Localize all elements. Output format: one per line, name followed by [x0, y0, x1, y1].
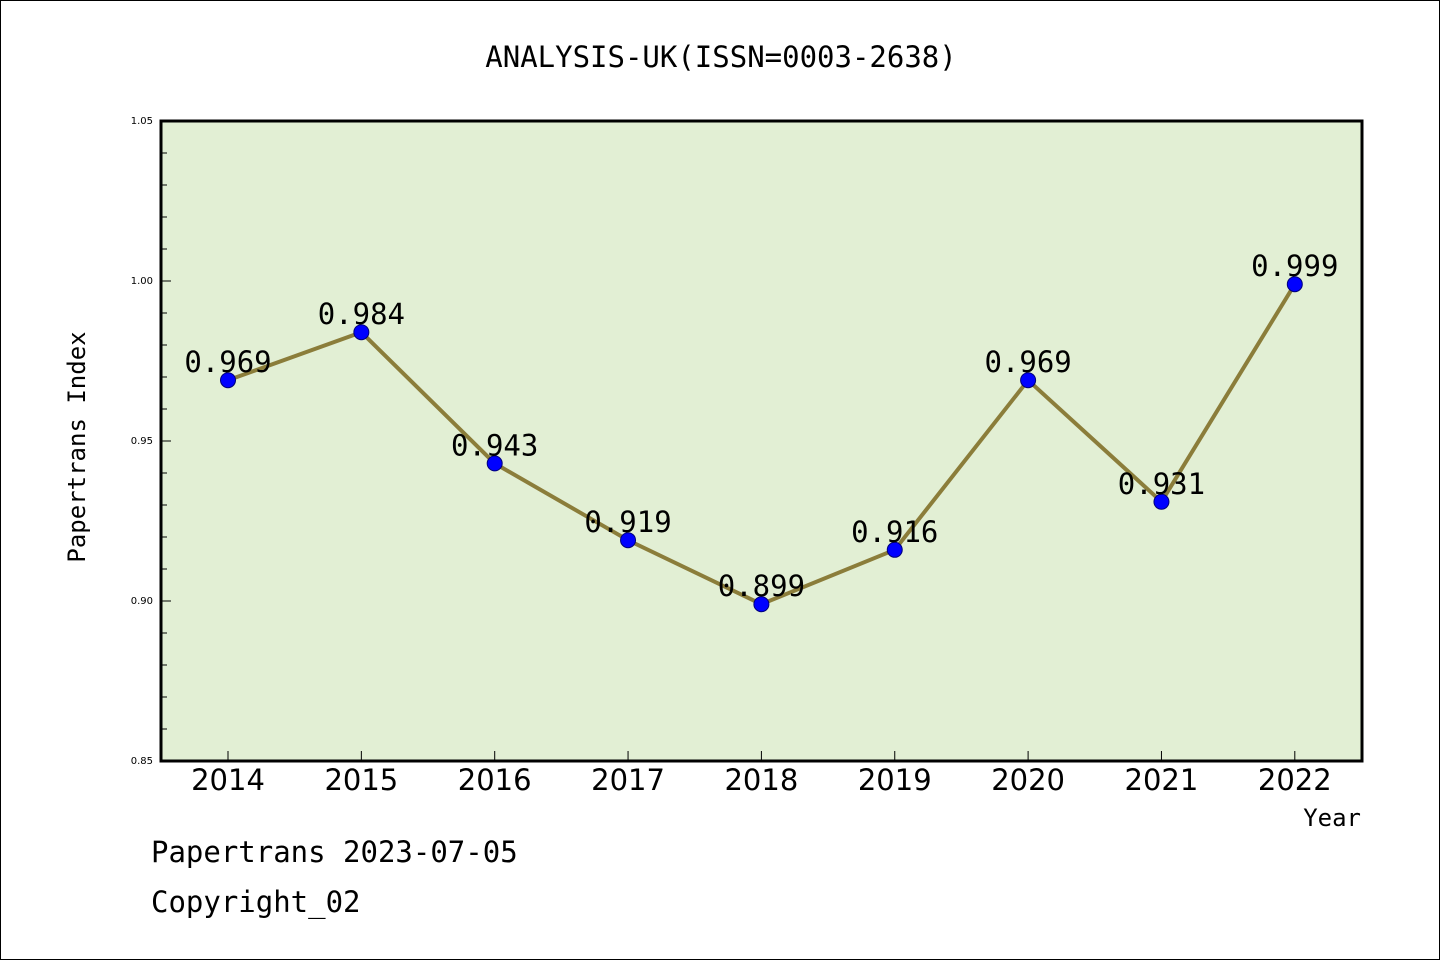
data-point — [353, 324, 370, 341]
y-axis-label: Papertrans Index — [63, 331, 91, 562]
data-label: 0.999 — [1251, 249, 1338, 283]
x-tick-label: 2019 — [858, 763, 932, 797]
data-label: 0.899 — [718, 569, 805, 603]
y-tick-label: 1.00 — [131, 276, 153, 287]
data-label: 0.919 — [584, 505, 671, 539]
data-point — [1020, 372, 1037, 389]
data-label: 0.943 — [451, 428, 538, 462]
x-tick-label: 2020 — [991, 763, 1065, 797]
data-point — [753, 596, 770, 613]
chart-title: ANALYSIS-UK(ISSN=0003-2638) — [485, 40, 956, 74]
data-label: 0.931 — [1118, 467, 1205, 501]
data-point — [1286, 276, 1303, 293]
plot-area — [161, 121, 1362, 761]
y-tick-label: 1.05 — [131, 116, 153, 127]
data-point — [620, 532, 637, 549]
data-label: 0.916 — [851, 515, 938, 549]
data-label: 0.984 — [318, 297, 405, 331]
x-tick-label: 2014 — [191, 763, 265, 797]
x-axis-label: Year — [1303, 804, 1361, 832]
data-point — [220, 372, 236, 389]
x-tick-label: 2021 — [1125, 763, 1199, 797]
data-labels: 0.969 0.984 0.943 0.919 0.899 0.916 0.969 0.931… — [184, 249, 1338, 603]
footer-copyright: Copyright_02 — [151, 885, 361, 919]
plot-border — [159, 119, 1364, 763]
x-axis: 2014 2015 2016 2017 2018 2019 2020 2021 2022 — [191, 751, 1332, 797]
footer-date: Papertrans 2023-07-05 — [151, 835, 518, 869]
y-tick-label: 0.85 — [131, 756, 153, 767]
y-tick-label: 0.90 — [131, 596, 153, 607]
x-tick-label: 2017 — [591, 763, 665, 797]
x-tick-label: 2018 — [724, 763, 798, 797]
data-point — [1153, 493, 1170, 510]
x-tick-label: 2022 — [1258, 763, 1332, 797]
x-tick-label: 2016 — [458, 763, 532, 797]
data-markers — [220, 276, 1303, 613]
data-label: 0.969 — [184, 345, 271, 379]
data-label: 0.969 — [984, 345, 1071, 379]
data-point — [886, 541, 903, 558]
x-tick-label: 2015 — [324, 763, 398, 797]
y-tick-label: 0.95 — [131, 436, 153, 447]
data-point — [486, 455, 503, 472]
